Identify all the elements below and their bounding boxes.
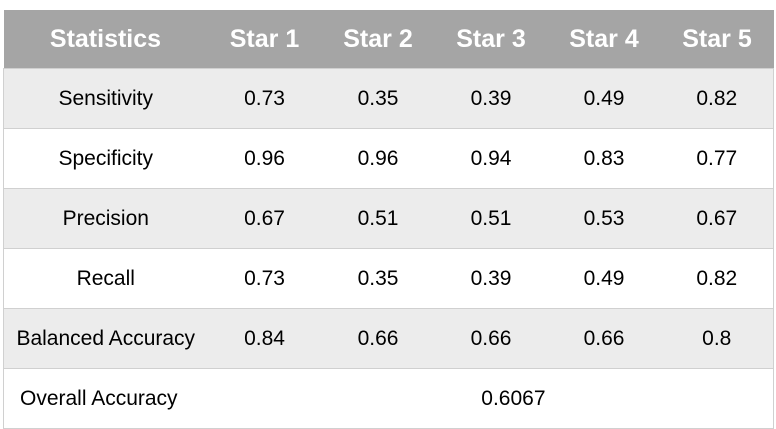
table-cell: 0.82 bbox=[660, 248, 774, 309]
table-cell: 0.73 bbox=[207, 68, 322, 129]
table-cell: 0.35 bbox=[321, 248, 435, 309]
table-cell: 0.39 bbox=[434, 248, 548, 309]
table-header: Statistics Star 1 Star 2 Star 3 Star 4 S… bbox=[3, 10, 774, 69]
table-cell: 0.51 bbox=[434, 188, 548, 249]
statistics-table: Statistics Star 1 Star 2 Star 3 Star 4 S… bbox=[3, 10, 774, 429]
table-cell: 0.82 bbox=[660, 68, 774, 129]
overall-accuracy-empty bbox=[547, 368, 774, 429]
row-label: Balanced Accuracy bbox=[3, 308, 208, 369]
row-label: Sensitivity bbox=[3, 68, 208, 129]
header-star-5: Star 5 bbox=[660, 10, 774, 69]
header-star-3: Star 3 bbox=[434, 10, 548, 69]
table-cell: 0.83 bbox=[547, 128, 661, 189]
row-label: Specificity bbox=[3, 128, 208, 189]
row-label: Precision bbox=[3, 188, 208, 249]
header-star-2: Star 2 bbox=[321, 10, 435, 69]
table-row-sensitivity: Sensitivity 0.73 0.35 0.39 0.49 0.82 bbox=[3, 68, 774, 129]
table-cell: 0.94 bbox=[434, 128, 548, 189]
table-cell: 0.66 bbox=[547, 308, 661, 369]
table-cell: 0.84 bbox=[207, 308, 322, 369]
table-cell: 0.8 bbox=[660, 308, 774, 369]
header-star-4: Star 4 bbox=[547, 10, 661, 69]
table-cell: 0.96 bbox=[207, 128, 322, 189]
table-cell: 0.39 bbox=[434, 68, 548, 129]
table-cell: 0.77 bbox=[660, 128, 774, 189]
table-cell: 0.35 bbox=[321, 68, 435, 129]
table-row-overall-accuracy: Overall Accuracy 0.6067 bbox=[3, 368, 774, 429]
table-row-balanced-accuracy: Balanced Accuracy 0.84 0.66 0.66 0.66 0.… bbox=[3, 308, 774, 369]
header-row: Statistics Star 1 Star 2 Star 3 Star 4 S… bbox=[3, 10, 774, 69]
table-row-precision: Precision 0.67 0.51 0.51 0.53 0.67 bbox=[3, 188, 774, 249]
table-row-recall: Recall 0.73 0.35 0.39 0.49 0.82 bbox=[3, 248, 774, 309]
table-cell: 0.67 bbox=[207, 188, 322, 249]
table-row-specificity: Specificity 0.96 0.96 0.94 0.83 0.77 bbox=[3, 128, 774, 189]
table-cell: 0.66 bbox=[321, 308, 435, 369]
table-cell: 0.66 bbox=[434, 308, 548, 369]
table-cell: 0.96 bbox=[321, 128, 435, 189]
table-body: Sensitivity 0.73 0.35 0.39 0.49 0.82 Spe… bbox=[3, 68, 774, 429]
overall-accuracy-label: Overall Accuracy bbox=[3, 368, 322, 429]
header-star-1: Star 1 bbox=[207, 10, 322, 69]
table-cell: 0.67 bbox=[660, 188, 774, 249]
table-cell: 0.53 bbox=[547, 188, 661, 249]
statistics-table-container: Statistics Star 1 Star 2 Star 3 Star 4 S… bbox=[3, 10, 774, 429]
table-cell: 0.73 bbox=[207, 248, 322, 309]
header-statistics: Statistics bbox=[3, 10, 208, 69]
table-cell: 0.49 bbox=[547, 68, 661, 129]
row-label: Recall bbox=[3, 248, 208, 309]
overall-accuracy-value: 0.6067 bbox=[321, 368, 548, 429]
table-cell: 0.51 bbox=[321, 188, 435, 249]
table-cell: 0.49 bbox=[547, 248, 661, 309]
